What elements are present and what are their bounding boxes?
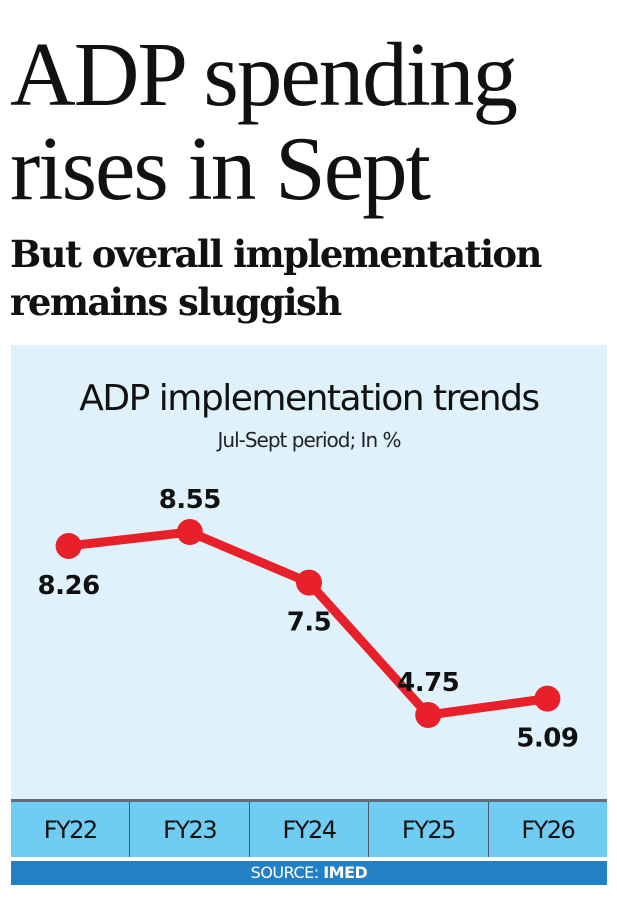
source-value: IMED xyxy=(323,863,368,882)
data-points xyxy=(55,519,561,728)
data-point-fy23 xyxy=(176,519,203,545)
data-label-fy23: 8.55 xyxy=(159,485,221,515)
data-label-fy25: 4.75 xyxy=(397,668,459,698)
x-axis: FY22 FY23 FY24 FY25 FY26 xyxy=(11,799,607,857)
headline-line-1: ADP spending xyxy=(10,24,518,125)
source-bar: SOURCE: IMED xyxy=(11,861,607,885)
data-labels: 8.26 8.55 7.5 4.75 5.09 xyxy=(38,485,579,754)
x-tick-label: FY24 xyxy=(250,802,370,857)
data-label-fy24: 7.5 xyxy=(287,608,332,638)
subheadline-line-2: remains sluggish xyxy=(10,280,342,324)
data-point-fy26 xyxy=(534,685,561,712)
headline-line-2: rises in Sept xyxy=(10,118,431,219)
subheadline-line-1: But overall implementation xyxy=(10,232,542,276)
x-tick-label: FY22 xyxy=(11,802,131,857)
data-label-fy22: 8.26 xyxy=(38,571,100,601)
chart-title: ADP implementation trends xyxy=(79,378,540,419)
data-point-fy25 xyxy=(415,702,442,728)
x-tick-label: FY26 xyxy=(521,815,576,844)
subheadline: But overall implementation remains slugg… xyxy=(10,230,542,326)
chart-subtitle: Jul-Sept period; In % xyxy=(217,428,402,452)
headline: ADP spending rises in Sept xyxy=(10,24,518,219)
x-tick-label: FY25 xyxy=(369,802,489,857)
data-label-fy26: 5.09 xyxy=(516,724,578,754)
source-label: SOURCE: xyxy=(250,863,319,882)
x-tick-label: FY23 xyxy=(130,802,250,857)
data-point-fy24 xyxy=(296,569,322,596)
data-point-fy22 xyxy=(55,532,82,559)
